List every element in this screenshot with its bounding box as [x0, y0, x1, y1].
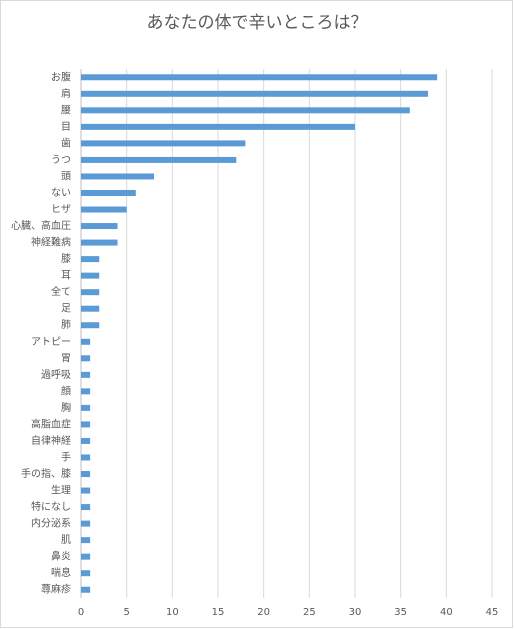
y-tick-label: 腰 [61, 104, 71, 116]
y-tick-label: 胸 [61, 401, 71, 414]
y-tick-label: お腹 [51, 70, 71, 83]
y-tick-label: 生理 [51, 484, 71, 497]
y-tick-label: ない [51, 187, 71, 199]
bar [81, 553, 91, 560]
bar [81, 487, 91, 494]
bar [81, 454, 91, 461]
bar [81, 471, 91, 478]
bar [81, 322, 100, 329]
y-tick-label: 喘息 [51, 566, 71, 579]
y-tick-label: 頭 [61, 170, 71, 182]
y-tick-label: 過呼吸 [41, 369, 71, 381]
y-tick-label: アトピー [31, 336, 71, 348]
x-tick-label: 20 [257, 607, 270, 618]
y-tick-label: ヒザ [51, 204, 71, 216]
bar [81, 421, 91, 428]
y-tick-label: 蕁麻疹 [41, 583, 71, 596]
bar [81, 437, 91, 444]
x-tick-label: 0 [78, 607, 84, 618]
y-tick-label: 自律神経 [31, 434, 71, 447]
y-tick-label: 高脂血症 [31, 417, 71, 430]
bar [81, 586, 91, 593]
x-tick-label: 40 [440, 607, 453, 618]
bar [81, 90, 429, 97]
x-tick-label: 45 [486, 607, 499, 618]
bar [81, 371, 91, 378]
bar [81, 570, 91, 577]
y-tick-label: 耳 [61, 270, 71, 282]
bar [81, 140, 246, 147]
bar [81, 520, 91, 527]
bar [81, 239, 118, 246]
bar [81, 107, 410, 114]
bar [81, 189, 136, 196]
bar [81, 256, 100, 263]
y-tick-label: 胃 [61, 352, 71, 364]
y-tick-label: 内分泌系 [31, 517, 71, 530]
bar [81, 74, 438, 81]
y-tick-label: 神経難病 [31, 236, 71, 249]
x-tick-label: 5 [123, 607, 129, 618]
bar [81, 355, 91, 362]
x-tick-label: 15 [212, 607, 225, 618]
bar [81, 156, 237, 163]
y-tick-label: 手の指、膝 [21, 467, 71, 480]
bar [81, 305, 100, 312]
y-tick-label: 肩 [61, 87, 71, 100]
y-tick-label: 足 [61, 303, 71, 315]
x-tick-label: 30 [349, 607, 362, 618]
bar [81, 388, 91, 395]
x-tick-label: 35 [394, 607, 407, 618]
bar [81, 537, 91, 544]
y-tick-label: うつ [51, 154, 71, 166]
chart-title: あなたの体で辛いところは？ [147, 13, 368, 33]
bar [81, 173, 155, 180]
y-tick-label: 心臓、高血圧 [11, 219, 71, 232]
y-tick-label: 全て [51, 285, 71, 298]
bar [81, 504, 91, 511]
y-tick-label: 顔 [61, 384, 71, 397]
bar [81, 206, 127, 213]
y-tick-label: 膝 [61, 252, 71, 265]
bar [81, 123, 355, 130]
bar [81, 289, 100, 296]
bar [81, 404, 91, 411]
y-tick-label: 鼻炎 [51, 550, 71, 563]
bar [81, 223, 118, 230]
y-tick-label: 歯 [61, 136, 71, 149]
y-tick-label: 手 [61, 450, 71, 463]
y-tick-label: 肺 [61, 319, 71, 331]
x-tick-label: 25 [303, 607, 316, 618]
y-tick-label: 特になし [31, 501, 71, 513]
x-tick-label: 10 [166, 607, 179, 618]
bar [81, 338, 91, 345]
y-tick-label: 目 [61, 122, 71, 133]
bar [81, 272, 100, 279]
y-tick-label: 肌 [61, 534, 71, 546]
